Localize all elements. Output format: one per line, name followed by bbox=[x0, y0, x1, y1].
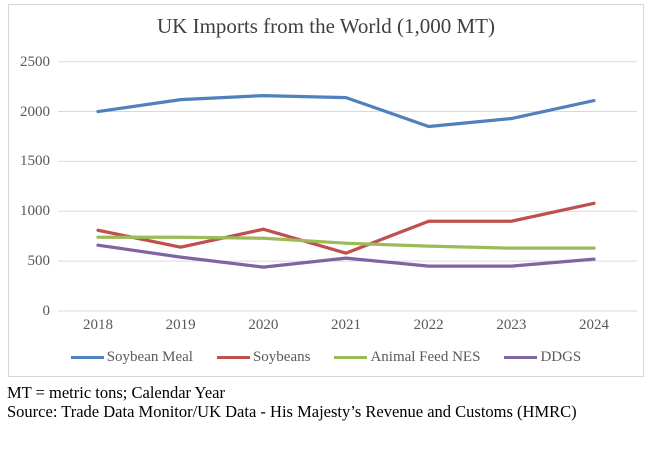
x-tick-label-2022: 2022 bbox=[413, 317, 444, 333]
chart-frame: UK Imports from the World (1,000 MT) 0 50… bbox=[8, 4, 644, 377]
chart-title: UK Imports from the World (1,000 MT) bbox=[157, 14, 495, 38]
x-tick-label-2023: 2023 bbox=[496, 317, 527, 333]
y-tick-label-1000: 1000 bbox=[20, 203, 50, 220]
legend-line-swatch-soybean-meal bbox=[70, 356, 104, 359]
series-line-soybeans bbox=[96, 201, 596, 255]
x-tick-label-2019: 2019 bbox=[165, 317, 196, 333]
legend-label-soybeans: Soybeans bbox=[252, 349, 311, 365]
legend-line-swatch-soybeans bbox=[216, 356, 250, 359]
x-tick-label-2018: 2018 bbox=[83, 317, 113, 333]
x-tick-label-2024: 2024 bbox=[579, 317, 610, 333]
y-tick-label-1500: 1500 bbox=[20, 153, 50, 170]
y-tick-label-500: 500 bbox=[27, 253, 51, 270]
chart-legend: Soybean Meal Soybeans Animal Feed NES DDGS bbox=[9, 349, 643, 366]
legend-item-ddgs: DDGS bbox=[504, 349, 581, 366]
series-line-ddgs bbox=[96, 243, 596, 269]
legend-item-soybeans: Soybeans bbox=[216, 349, 311, 366]
legend-line-swatch-animal-feed-nes bbox=[334, 356, 368, 359]
series-line-soybean-meal bbox=[96, 93, 596, 129]
x-tick-label-2020: 2020 bbox=[248, 317, 279, 333]
legend-label-ddgs: DDGS bbox=[540, 349, 582, 365]
legend-item-soybean-meal: Soybean Meal bbox=[70, 349, 193, 366]
x-tick-label-2021: 2021 bbox=[331, 317, 361, 333]
series-line-animal-feed-nes bbox=[96, 235, 596, 250]
legend-item-animal-feed-nes: Animal Feed NES bbox=[334, 349, 480, 366]
y-tick-label-2000: 2000 bbox=[20, 103, 50, 120]
footnote-source: Source: Trade Data Monitor/UK Data - His… bbox=[7, 402, 577, 421]
legend-label-animal-feed-nes: Animal Feed NES bbox=[370, 349, 481, 365]
legend-line-swatch-ddgs bbox=[504, 356, 538, 359]
y-tick-label-0: 0 bbox=[42, 303, 51, 319]
legend-label-soybean-meal: Soybean Meal bbox=[106, 349, 193, 365]
line-chart-plot-area bbox=[58, 61, 637, 312]
footnote-units: MT = metric tons; Calendar Year bbox=[7, 383, 225, 402]
y-tick-label-2500: 2500 bbox=[20, 53, 50, 70]
